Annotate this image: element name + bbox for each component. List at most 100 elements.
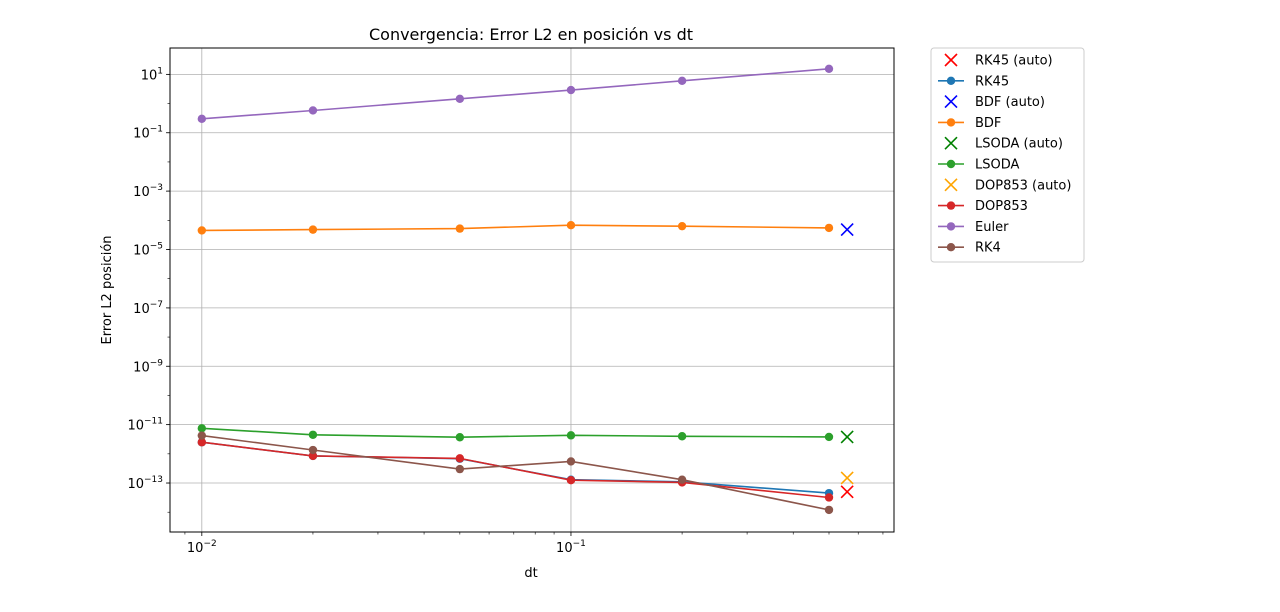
data-point-rk4 [566, 457, 576, 466]
y-tick-label: 10−3 [133, 183, 163, 200]
legend-item-lsoda-auto-: LSODA (auto) [944, 136, 1063, 152]
legend-item-rk4: RK4 [938, 241, 1001, 256]
auto-markers-layer [840, 223, 854, 499]
series-line-euler [201, 68, 830, 120]
legend-label: RK45 [975, 74, 1009, 89]
x-marker-stroke [840, 485, 854, 499]
data-point-bdf [824, 223, 834, 233]
legend-item-lsoda: LSODA [938, 158, 1020, 173]
legend-label: LSODA [975, 158, 1020, 173]
legend-label: DOP853 [975, 199, 1028, 214]
series-lsoda [197, 424, 834, 442]
data-point-dop853 [824, 493, 834, 502]
data-point-rk4 [197, 431, 207, 440]
legend-dot [946, 118, 956, 127]
data-point-rk4 [824, 505, 834, 515]
x-marker-stroke [944, 95, 958, 109]
x-marker-stroke [840, 430, 854, 444]
series-bdf [197, 221, 834, 235]
legend-dot [946, 201, 956, 210]
data-point-rk4 [677, 475, 687, 484]
legend-label: RK4 [975, 241, 1001, 256]
series-layer [197, 64, 834, 515]
data-point-lsoda [455, 433, 465, 442]
x-axis-ticks: 10−2 10−1 [184, 532, 884, 556]
series-rk4 [197, 431, 834, 515]
legend-label: BDF (auto) [975, 95, 1045, 110]
data-point-lsoda [197, 424, 207, 433]
legend-box [930, 47, 1085, 263]
legend-dot [946, 159, 956, 169]
data-point-euler [566, 85, 576, 95]
series-line-lsoda [201, 427, 830, 439]
x-axis-label: dt [524, 566, 537, 581]
data-point-euler [677, 76, 687, 86]
y-axis-ticks: 101 10−1 10−3 10−5 10−7 10−9 10−11 10−13 [127, 66, 170, 513]
data-point-bdf [566, 221, 576, 230]
series-line-bdf [201, 224, 830, 232]
data-point-rk4 [308, 445, 318, 455]
y-tick-label: 101 [141, 66, 163, 83]
data-point-dop853 [566, 475, 576, 485]
x-marker-stroke [944, 136, 958, 150]
legend-item-euler: Euler [938, 220, 1009, 235]
y-tick-label: 10−9 [133, 358, 163, 375]
data-point-bdf [455, 224, 465, 233]
auto-marker-bdf-auto- [840, 223, 854, 237]
legend-label: RK45 (auto) [975, 54, 1053, 69]
data-point-bdf [677, 221, 687, 231]
legend-label: Euler [975, 220, 1009, 235]
legend-item-rk45-auto-: RK45 (auto) [944, 53, 1053, 69]
y-axis-label: Error L2 posición [100, 235, 115, 344]
legend-label: LSODA (auto) [975, 137, 1063, 152]
data-point-dop853 [308, 451, 318, 461]
legend-item-bdf-auto-: BDF (auto) [944, 95, 1045, 110]
data-point-bdf [197, 226, 207, 235]
x-tick-label: 10−1 [556, 539, 586, 556]
y-tick-label: 10−5 [133, 242, 163, 259]
legend-item-bdf: BDF [938, 116, 1001, 131]
data-point-euler [308, 106, 318, 115]
chart-title: Convergencia: Error L2 en posición vs dt [369, 25, 693, 44]
legend-x-marker [944, 95, 958, 109]
auto-marker-dop853-auto- [840, 471, 854, 485]
data-point-euler [197, 114, 207, 124]
y-tick-label: 10−13 [127, 475, 163, 492]
data-point-lsoda [677, 432, 687, 441]
series-euler [197, 64, 834, 124]
legend-dot [946, 76, 956, 86]
y-tick-label: 10−7 [133, 300, 163, 317]
legend-item-dop853-auto-: DOP853 (auto) [944, 178, 1071, 193]
data-point-lsoda [308, 430, 318, 439]
auto-marker-lsoda-auto- [840, 430, 854, 444]
data-point-lsoda [824, 432, 834, 442]
y-tick-label: 10−1 [133, 125, 163, 142]
legend-items: RK45 (auto) RK45 BDF (auto) BDF LSODA (auto)… [938, 53, 1071, 256]
plot-frame [169, 47, 895, 533]
data-point-bdf [308, 225, 318, 234]
auto-marker-rk45-auto- [840, 485, 854, 499]
x-marker-stroke [944, 178, 958, 192]
legend-dot [946, 222, 956, 231]
data-point-lsoda [566, 431, 576, 440]
legend-label: BDF [975, 116, 1001, 131]
series-line-rk4 [201, 434, 830, 511]
legend-item-dop853: DOP853 [938, 199, 1028, 214]
legend-x-marker [944, 136, 958, 150]
legend-label: DOP853 (auto) [975, 178, 1071, 193]
legend-x-marker [944, 53, 958, 67]
data-point-rk4 [455, 464, 465, 474]
legend-x-marker [944, 178, 958, 192]
data-point-euler [455, 94, 465, 104]
data-point-dop853 [197, 438, 207, 447]
y-tick-label: 10−11 [127, 417, 163, 434]
x-marker-stroke [840, 471, 854, 485]
data-point-dop853 [455, 454, 465, 463]
legend-item-rk45: RK45 [938, 74, 1009, 89]
data-point-euler [824, 64, 834, 74]
legend-dot [946, 243, 956, 252]
x-marker-stroke [840, 223, 854, 237]
legend: RK45 (auto) RK45 BDF (auto) BDF LSODA (auto)… [930, 47, 1085, 263]
